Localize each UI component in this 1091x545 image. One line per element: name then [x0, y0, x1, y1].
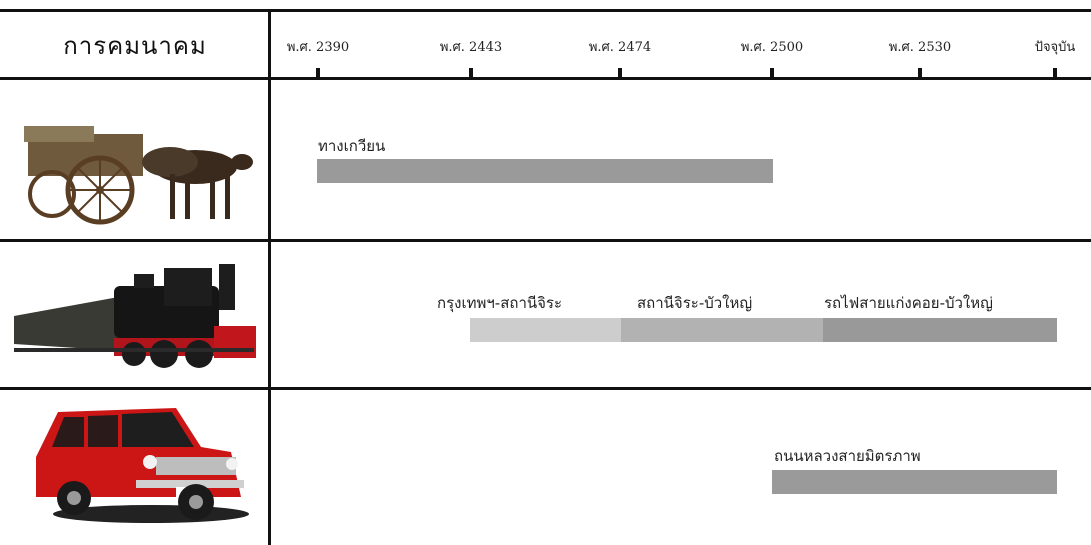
row-divider-1: [0, 239, 1091, 242]
tick-label-2443: พ.ศ. 2443: [439, 40, 503, 55]
steam-train-icon: [14, 264, 256, 368]
tick-mark-2500: [770, 68, 774, 77]
tick-mark-2530: [918, 68, 922, 77]
red-car-icon: [36, 408, 249, 523]
bar-mittraphap-highway: [772, 470, 1057, 494]
row-divider-2: [0, 387, 1091, 390]
column-divider: [268, 9, 271, 545]
ox-cart-icon: [24, 126, 253, 225]
bar-label-cart-route: ทางเกวียน: [318, 137, 386, 155]
bar-label-jira-buayai: สถานีจิระ-บัวใหญ่: [637, 294, 753, 312]
bar-label-mittraphap-highway: ถนนหลวงสายมิตรภาพ: [774, 447, 921, 465]
tick-mark-present: [1053, 68, 1057, 77]
tick-label-2390: พ.ศ. 2390: [286, 40, 350, 55]
tick-label-2500: พ.ศ. 2500: [740, 40, 804, 55]
header-top-rule: [0, 9, 1091, 12]
header-bottom-rule: [0, 77, 1091, 80]
bar-bangkok-jira: [470, 318, 621, 342]
bar-cart-route: [317, 159, 773, 183]
tick-mark-2474: [618, 68, 622, 77]
tick-label-2530: พ.ศ. 2530: [888, 40, 952, 55]
tick-mark-2390: [316, 68, 320, 77]
bar-label-kaengkhoi-buayai: รถไฟสายแก่งคอย-บัวใหญ่: [824, 294, 993, 312]
bar-jira-buayai: [621, 318, 823, 342]
bar-kaengkhoi-buayai: [823, 318, 1057, 342]
page-title: การคมนาคม: [63, 31, 207, 60]
tick-mark-2443: [469, 68, 473, 77]
tick-label-2474: พ.ศ. 2474: [588, 40, 652, 55]
tick-label-present: ปัจจุบัน: [1034, 40, 1076, 55]
bar-label-bangkok-jira: กรุงเทพฯ-สถานีจิระ: [437, 294, 563, 312]
